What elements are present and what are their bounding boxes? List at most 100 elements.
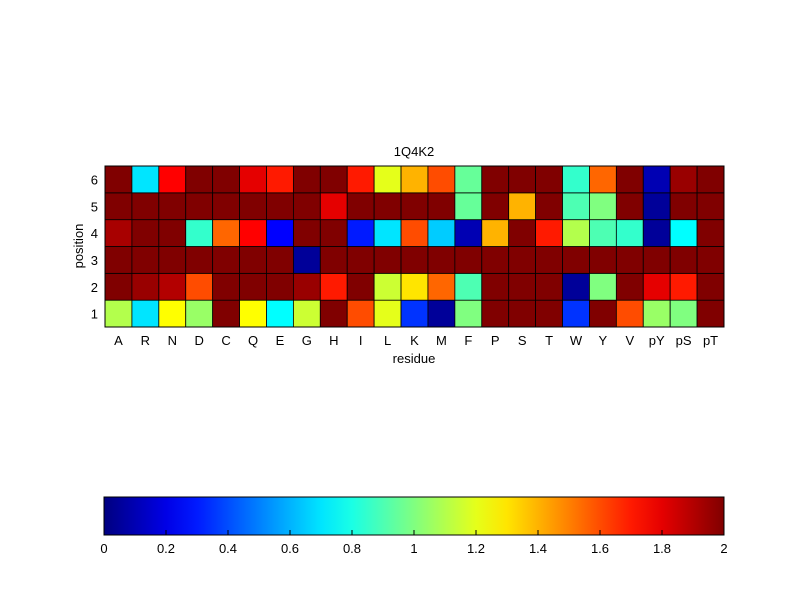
heatmap-cell [158,272,187,301]
heatmap-cell [562,219,590,247]
heatmap-cell [131,272,160,301]
heatmap-cell [669,165,698,194]
heatmap-cell [454,272,483,301]
heatmap-cell [292,299,321,328]
heatmap-cell [104,219,133,247]
heatmap-cell [266,219,294,247]
heatmap-cell [589,272,617,301]
heatmap-cell [158,246,187,274]
heatmap-cell [669,192,698,221]
x-tick-label: pT [703,333,718,348]
heatmap-cell [212,219,240,247]
heatmap-cell [615,219,644,247]
colorbar-tick-label: 1.4 [529,541,547,556]
y-axis-label: position [71,224,86,269]
heatmap-cell [239,246,267,274]
heatmap-cell [212,165,240,194]
heatmap-cell [158,219,187,247]
colorbar-tick-label: 1 [410,541,417,556]
heatmap-cell [696,299,725,328]
heatmap-cell [239,219,267,247]
y-tick-label: 5 [91,199,98,214]
x-tick-label: Q [248,333,258,348]
heatmap-cells [104,165,725,328]
heatmap-cell [373,192,402,221]
x-tick-label: T [545,333,553,348]
heatmap-cell [508,299,537,328]
heatmap-cell [292,219,321,247]
heatmap-cell [292,192,321,221]
heatmap-cell [400,299,429,328]
heatmap-cell [104,165,133,194]
x-tick-label: L [384,333,391,348]
heatmap-cell [373,219,402,247]
heatmap-cell [239,299,267,328]
heatmap-cell [696,219,725,247]
heatmap-cell [696,246,725,274]
heatmap-cell [346,165,375,194]
heatmap-cell [642,219,671,247]
heatmap-cell [158,299,187,328]
heatmap-cell [212,192,240,221]
heatmap-cell [427,272,456,301]
heatmap-cell [508,246,537,274]
y-tick-label: 6 [91,172,98,187]
heatmap-cell [669,219,698,247]
heatmap-cell [131,299,160,328]
heatmap-cell [319,219,348,247]
x-tick-label: E [276,333,285,348]
heatmap-cell [589,246,617,274]
heatmap-cell [642,299,671,328]
heatmap-cell [669,299,698,328]
heatmap-cell [158,165,187,194]
x-tick-label: R [141,333,150,348]
x-tick-label: Y [599,333,608,348]
heatmap-cell [535,299,563,328]
x-axis-label: residue [393,351,436,366]
x-tick-label: W [570,333,583,348]
heatmap-cell [508,192,537,221]
heatmap-cell [481,272,510,301]
heatmap-cell [481,246,510,274]
x-tick-label: V [625,333,634,348]
heatmap-cell [131,165,160,194]
heatmap-cell [131,192,160,221]
heatmap-cell [562,272,590,301]
heatmap-cell [400,165,429,194]
heatmap-cell [562,192,590,221]
heatmap-cell [319,192,348,221]
y-axis-ticks: 1 2 3 4 5 6 [91,172,98,321]
heatmap-cell [454,246,483,274]
heatmap-cell [642,165,671,194]
heatmap-cell [104,272,133,301]
x-tick-label: A [114,333,123,348]
heatmap-cell [400,246,429,274]
heatmap-cell [615,246,644,274]
heatmap-cell [535,272,563,301]
colorbar-tick-label: 0 [100,541,107,556]
heatmap-cell [508,219,537,247]
heatmap-cell [185,299,214,328]
y-tick-label: 4 [91,226,98,241]
heatmap-cell [696,165,725,194]
heatmap-cell [239,192,267,221]
heatmap-cell [131,246,160,274]
heatmap-cell [615,299,644,328]
x-tick-label: K [410,333,419,348]
heatmap-cell [562,246,590,274]
heatmap-cell [454,299,483,328]
heatmap-cell [642,272,671,301]
heatmap-cell [427,192,456,221]
heatmap-cell [454,219,483,247]
heatmap-cell [400,219,429,247]
heatmap-cell [427,165,456,194]
heatmap-cell [454,192,483,221]
heatmap-cell [562,299,590,328]
heatmap-cell [481,219,510,247]
heatmap-cell [669,246,698,274]
heatmap-cell [642,192,671,221]
x-tick-label: P [491,333,500,348]
y-tick-label: 3 [91,253,98,268]
colorbar [103,496,725,536]
